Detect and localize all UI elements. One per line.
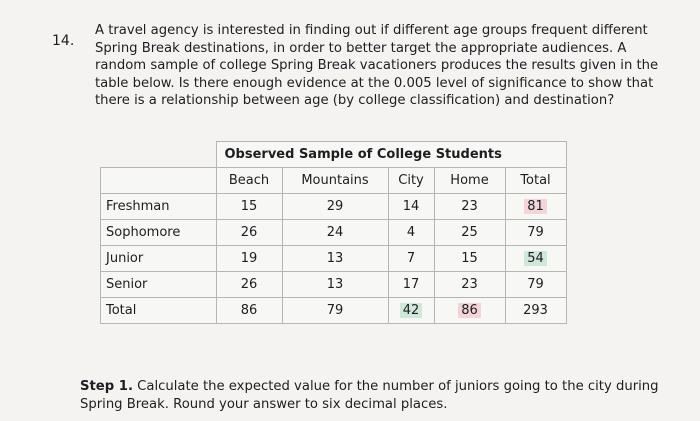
cell-text: 7 (406, 251, 416, 266)
cell: 26 (215, 271, 283, 298)
header-cell: Mountains (281, 167, 389, 194)
cell-text: 79 (326, 303, 344, 318)
cell-text: 42 (399, 303, 423, 318)
question-line: table below. Is there enough evidence at… (95, 75, 654, 91)
cell: 79 (504, 271, 567, 298)
cell-text: 24 (326, 225, 344, 240)
cell-text: 4 (406, 225, 416, 240)
cell-text: 79 (527, 277, 544, 292)
cell-text: Total (106, 303, 137, 318)
cell-text: 25 (461, 225, 478, 240)
cell-text: 86 (458, 303, 481, 318)
header-cell: Total (504, 167, 567, 194)
cell-text: 13 (326, 277, 344, 292)
question-line: Spring Break destinations, in order to b… (95, 40, 627, 56)
step-text: Spring Break. Round your answer to six d… (80, 397, 448, 412)
cell: 25 (433, 219, 506, 246)
cell: 86 (433, 297, 506, 324)
row-label: Junior (100, 245, 217, 272)
cell-text: 29 (326, 199, 344, 214)
step-text: Calculate the expected value for the num… (137, 379, 659, 394)
header-cell: Home (433, 167, 506, 194)
cell-text: 54 (524, 251, 547, 266)
cell-text: Senior (106, 277, 148, 292)
cell-text: 14 (402, 199, 420, 214)
cell: 4 (387, 219, 435, 246)
step: Step 1. Calculate the expected value for… (80, 378, 659, 414)
row-label: Total (100, 297, 217, 324)
cell: 14 (387, 193, 435, 220)
cell-text: 81 (524, 199, 547, 214)
cell-text: Sophomore (106, 225, 181, 240)
blank-cell (100, 167, 217, 194)
question-line: random sample of college Spring Break va… (95, 58, 659, 73)
cell-text: 19 (240, 251, 258, 266)
header-row: Beach Mountains City Home Total (100, 167, 567, 194)
cell: 17 (387, 271, 435, 298)
cell-text: 15 (461, 251, 478, 266)
cell: 13 (281, 271, 389, 298)
cell-text: 17 (402, 277, 420, 292)
cell: 15 (215, 193, 283, 220)
cell: 42 (387, 297, 435, 324)
cell: 23 (433, 271, 506, 298)
cell: 7 (387, 245, 435, 272)
step-label: Step 1. (80, 379, 133, 394)
table-row: Total 86 79 42 86 293 (100, 297, 567, 324)
cell: 15 (433, 245, 506, 272)
cell-text: 293 (523, 303, 548, 318)
header-cell: Beach (215, 167, 283, 194)
title-row: Observed Sample of College Students (100, 141, 567, 168)
table-row: Sophomore 26 24 4 25 79 (100, 219, 567, 246)
step-line: Spring Break. Round your answer to six d… (80, 396, 659, 414)
cell-text: 23 (461, 277, 478, 292)
cell-text: 26 (240, 225, 258, 240)
cell: 293 (504, 297, 567, 324)
cell: 24 (281, 219, 389, 246)
cell-text: 79 (527, 225, 544, 240)
cell-text: 26 (240, 277, 258, 292)
cell: 54 (504, 245, 567, 272)
cell-text: 13 (326, 251, 344, 266)
question-line: A travel agency is interested in finding… (95, 23, 648, 38)
cell-text: 15 (240, 199, 258, 214)
cell: 23 (433, 193, 506, 220)
step-line: Step 1. Calculate the expected value for… (80, 378, 659, 396)
question-number: 14. (52, 33, 75, 49)
row-label: Senior (100, 271, 217, 298)
table-row: Freshman 15 29 14 23 81 (100, 193, 567, 220)
table-row: Junior 19 13 7 15 54 (100, 245, 567, 272)
cell-text: 23 (461, 199, 478, 214)
cell: 26 (215, 219, 283, 246)
table-row: Senior 26 13 17 23 79 (100, 271, 567, 298)
cell: 81 (504, 193, 567, 220)
blank-cell (100, 141, 217, 168)
cell: 13 (281, 245, 389, 272)
observed-table: Observed Sample of College Students Beach… (100, 141, 567, 324)
header-cell: City (387, 167, 435, 194)
cell-text: 86 (240, 303, 258, 318)
question-line: there is a relationship between age (by … (95, 93, 615, 108)
row-label: Freshman (100, 193, 217, 220)
cell: 19 (215, 245, 283, 272)
question-text: A travel agency is interested in finding… (95, 22, 658, 110)
row-label: Sophomore (100, 219, 217, 246)
cell: 79 (504, 219, 567, 246)
cell-text: Freshman (106, 199, 170, 214)
cell: 79 (281, 297, 389, 324)
cell: 29 (281, 193, 389, 220)
cell: 86 (215, 297, 283, 324)
cell-text: Junior (106, 251, 144, 266)
table-title: Observed Sample of College Students (215, 141, 567, 168)
